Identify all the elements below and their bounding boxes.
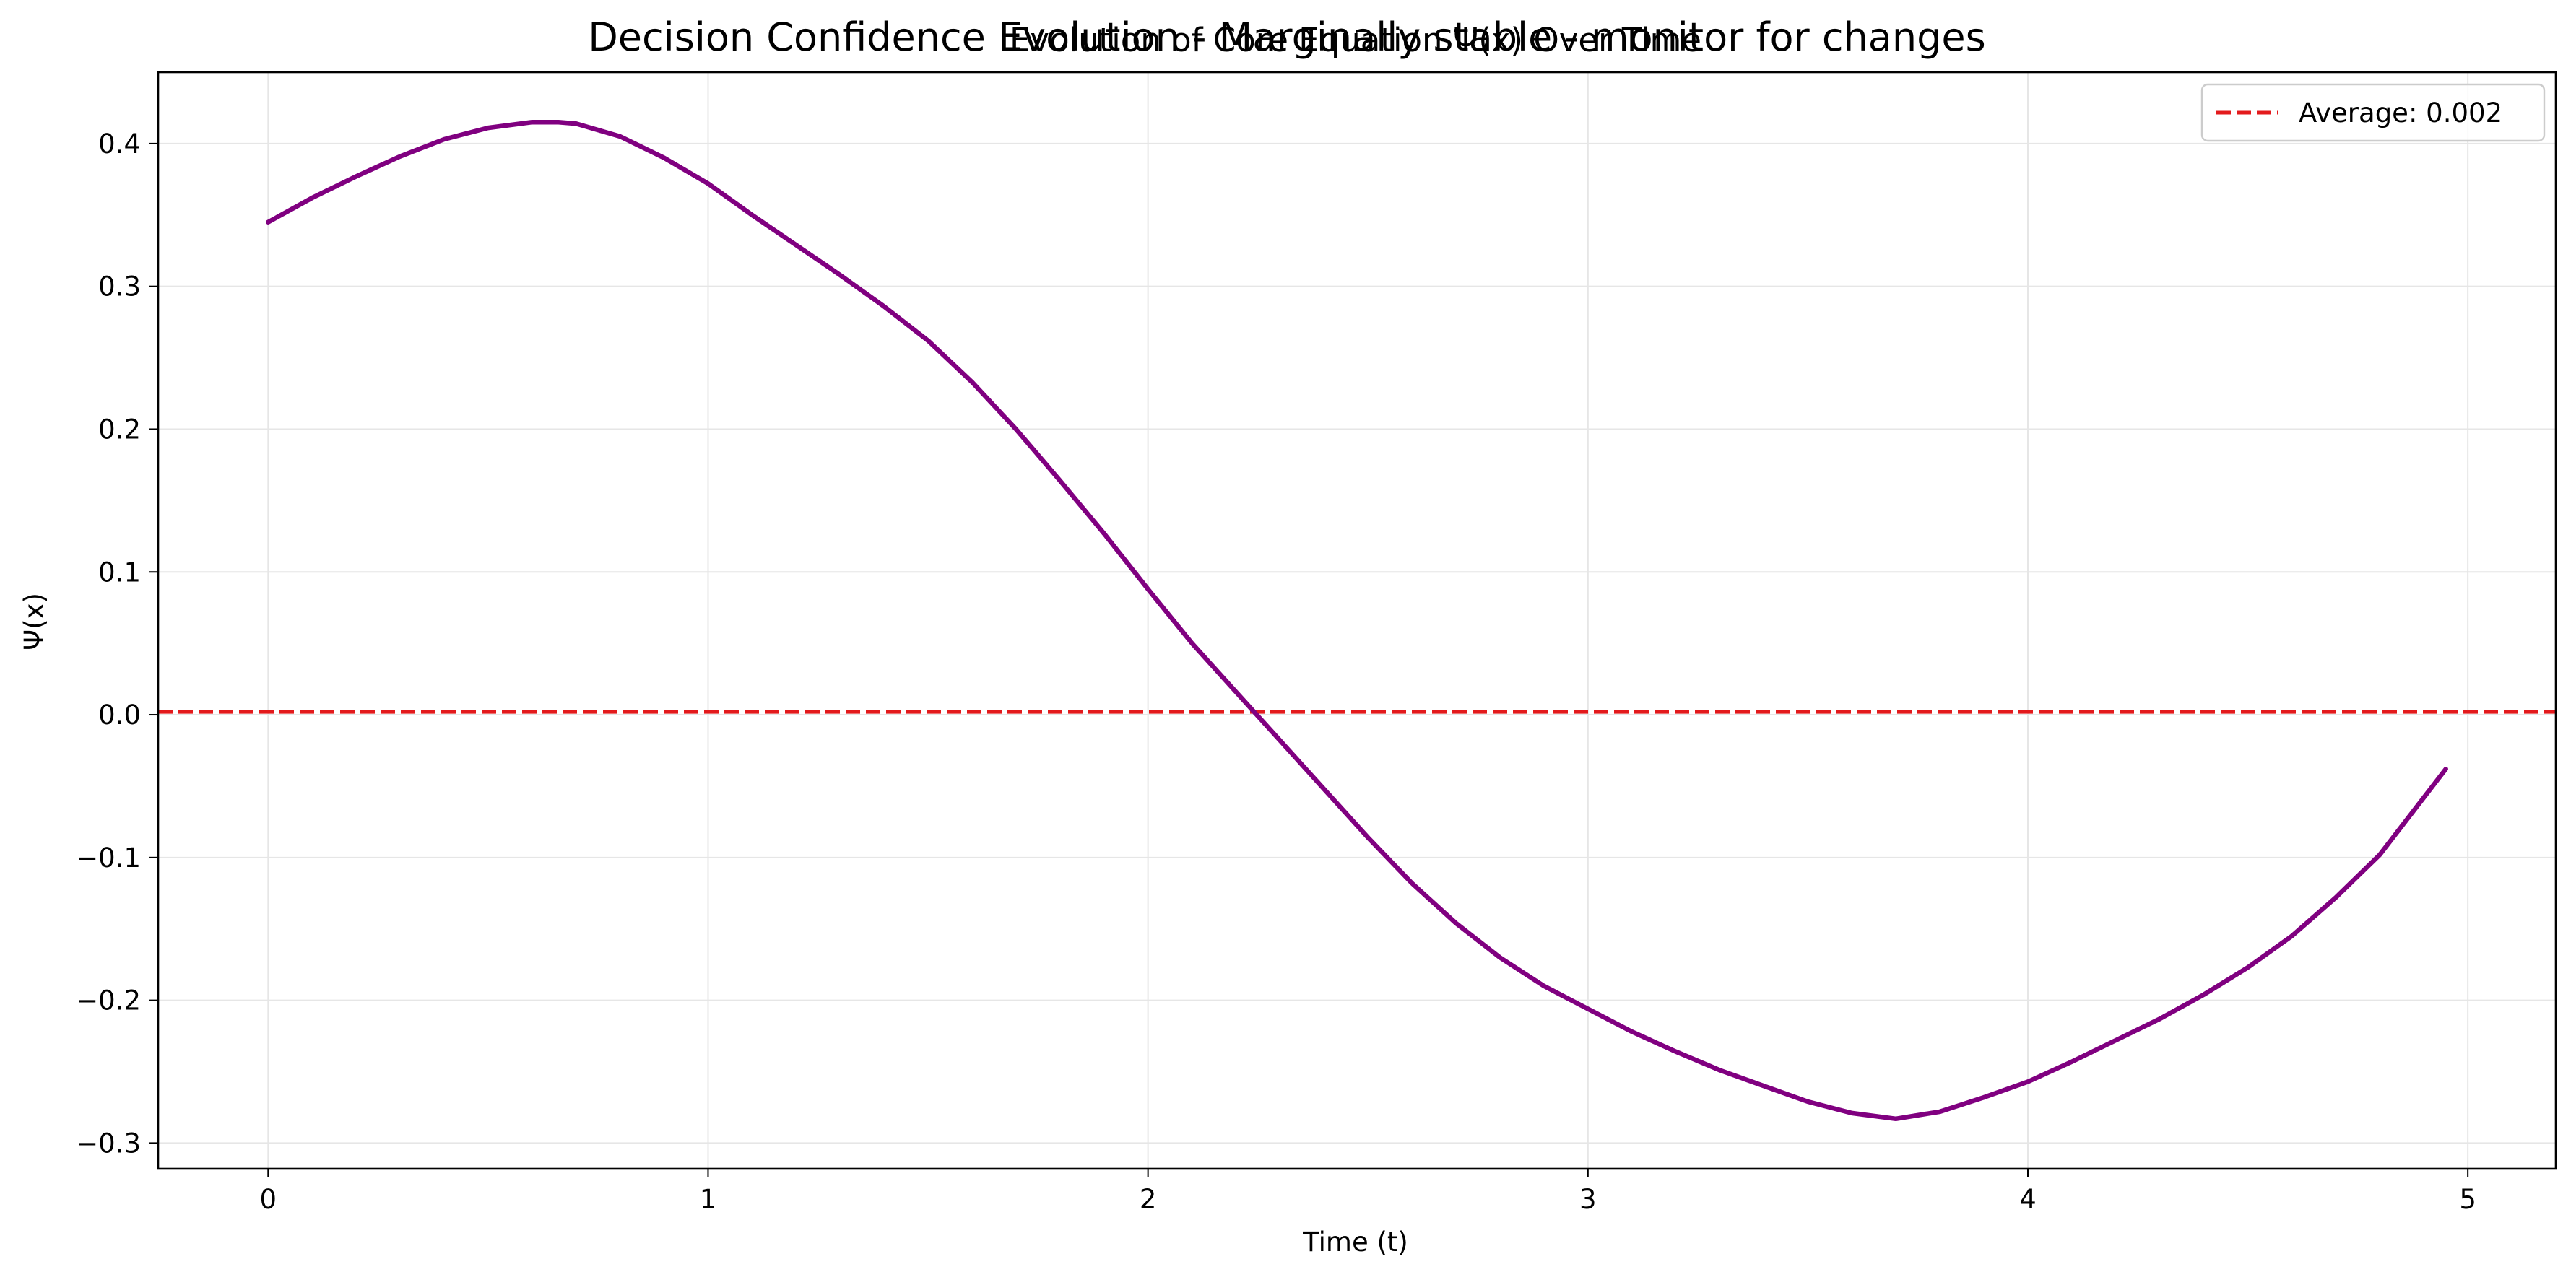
legend-label-average: Average: 0.002 xyxy=(2299,97,2502,128)
x-axis-ticks: 0 1 2 3 4 5 xyxy=(260,1169,2476,1215)
y-tick-label: −0.2 xyxy=(76,985,141,1016)
x-tick-label: 0 xyxy=(260,1184,277,1215)
y-tick-label: 0.0 xyxy=(98,700,141,731)
legend: Average: 0.002 xyxy=(2200,83,2546,142)
legend-box xyxy=(2200,83,2546,142)
x-tick-label: 5 xyxy=(2459,1184,2476,1215)
x-tick-label: 4 xyxy=(2019,1184,2037,1215)
y-tick-label: 0.2 xyxy=(98,414,141,445)
y-axis-ticks: 0.4 0.3 0.2 0.1 0.0 −0.1 −0.2 −0.3 xyxy=(76,128,158,1159)
series-line-psi xyxy=(266,119,2448,1122)
x-tick-label: 3 xyxy=(1579,1184,1597,1215)
y-tick-label: −0.3 xyxy=(76,1128,141,1159)
y-tick-label: −0.1 xyxy=(76,842,141,874)
grid-lines xyxy=(158,72,2556,1169)
series-layer xyxy=(266,119,2448,1122)
y-tick-label: 0.4 xyxy=(98,128,141,160)
x-tick-label: 1 xyxy=(700,1184,717,1215)
plot-frame xyxy=(157,71,2557,1170)
y-tick-label: 0.3 xyxy=(98,271,141,302)
y-axis-label: Ψ(x) xyxy=(19,593,50,650)
y-tick-label: 0.1 xyxy=(98,557,141,588)
chart-subtitle: Evolution of Core Equation Ψ(x) Over Tim… xyxy=(1010,21,1701,59)
x-axis-label: Time (t) xyxy=(1302,1227,1408,1258)
chart-title: Decision Confidence Evolution - Marginal… xyxy=(588,14,1986,60)
x-tick-label: 2 xyxy=(1140,1184,1157,1215)
